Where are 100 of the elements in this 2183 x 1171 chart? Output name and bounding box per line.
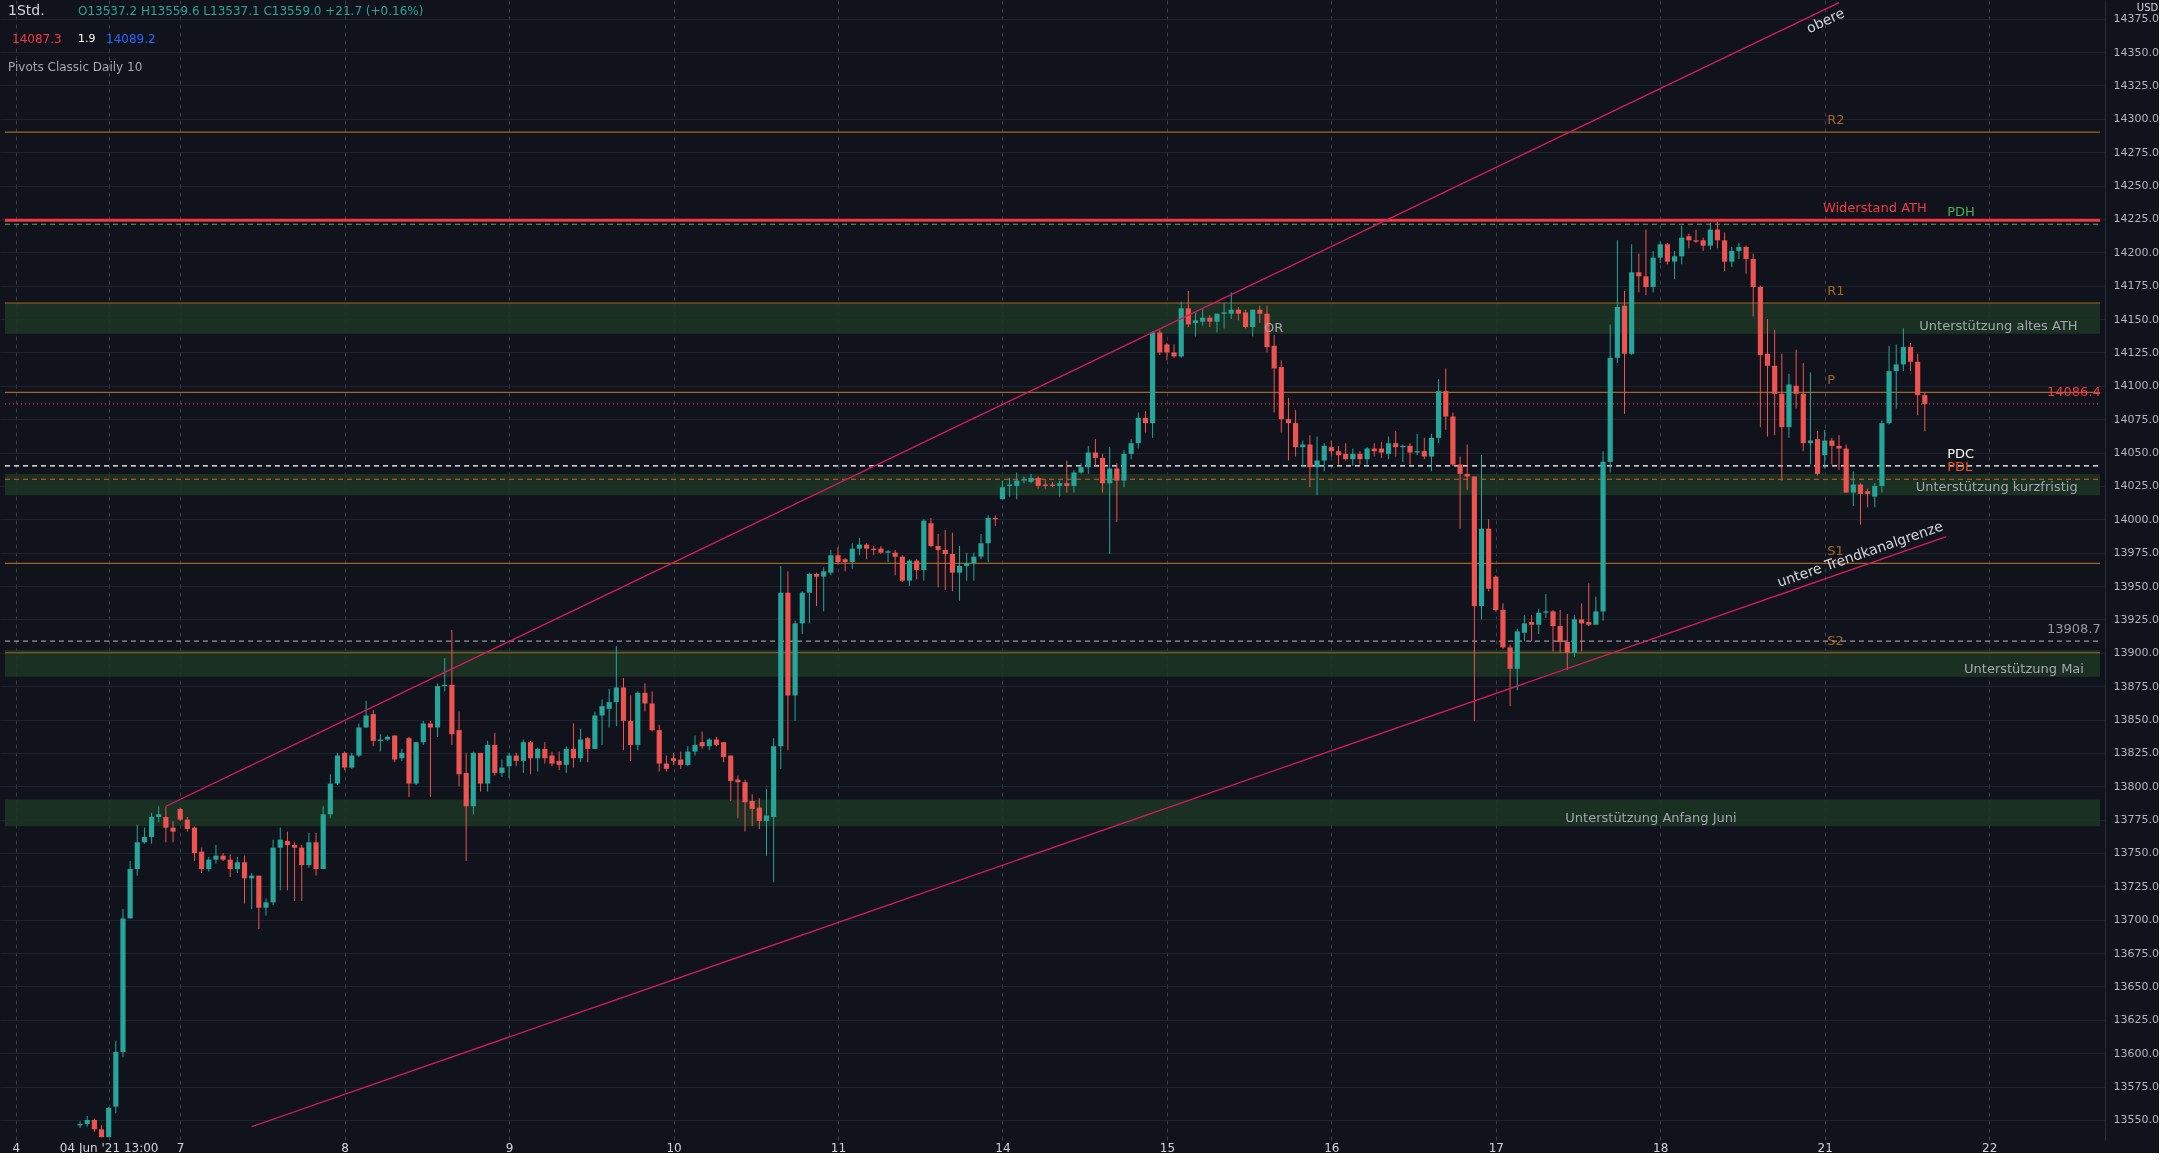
x-tick-label: 10 — [666, 1140, 682, 1155]
x-tick-label: 8 — [341, 1140, 349, 1155]
y-tick-label: 14150.0 — [2113, 312, 2159, 326]
candlestick — [742, 779, 748, 833]
y-tick-label: 13775.0 — [2113, 813, 2159, 827]
candlestick — [1064, 460, 1070, 494]
candlestick — [692, 735, 698, 757]
candlestick — [1543, 593, 1549, 619]
y-tick-label: 14375.0 — [2113, 12, 2159, 26]
candlestick — [1643, 229, 1649, 296]
candlestick — [263, 897, 269, 917]
candlestick — [964, 552, 970, 582]
candlestick — [842, 557, 848, 572]
candlestick — [241, 855, 248, 905]
y-tick-label: 13925.0 — [2113, 612, 2159, 626]
candlestick — [1421, 437, 1427, 460]
y-tick-label: 13950.0 — [2113, 579, 2159, 593]
candlestick — [1922, 391, 1928, 432]
candlestick — [520, 739, 526, 774]
ref-line-label: PDH — [1947, 204, 1975, 220]
y-tick-label: 14325.0 — [2113, 78, 2159, 92]
candlestick — [613, 645, 619, 727]
candlestick — [1736, 242, 1742, 260]
candlestick — [835, 546, 841, 566]
y-axis-title: USD — [2136, 1, 2159, 13]
candlestick — [906, 558, 913, 587]
y-tick-label: 13575.0 — [2113, 1080, 2159, 1094]
candlestick — [499, 759, 505, 778]
x-tick-label: 04 Jun '21 13:00 — [59, 1140, 159, 1155]
candlestick — [1257, 305, 1263, 324]
y-tick-label: 14000.0 — [2113, 512, 2159, 526]
candlestick — [1593, 596, 1599, 626]
candlestick — [1722, 231, 1728, 272]
candlestick — [427, 720, 434, 798]
x-tick-label: 22 — [1982, 1140, 1998, 1155]
candlestick — [813, 572, 820, 607]
ref-line-label: R2 — [1827, 112, 1845, 128]
y-tick-label: 13675.0 — [2113, 946, 2159, 960]
candlestick — [1657, 241, 1663, 264]
x-tick-label: 15 — [1159, 1140, 1176, 1155]
y-tick-label: 14200.0 — [2113, 245, 2159, 259]
candlestick — [599, 698, 605, 746]
x-tick-label: 17 — [1488, 1140, 1504, 1155]
y-tick-label: 14225.0 — [2113, 212, 2159, 226]
candlestick — [1428, 433, 1435, 472]
y-tick-label: 13600.0 — [2113, 1046, 2159, 1060]
candlestick — [1521, 614, 1527, 642]
candlestick — [1164, 342, 1170, 361]
candlestick — [1714, 221, 1721, 249]
candlestick — [828, 549, 834, 576]
candlestick — [1114, 462, 1120, 523]
x-tick-label: 7 — [176, 1140, 185, 1155]
candlestick — [1865, 488, 1871, 508]
candlestick — [1664, 242, 1670, 265]
candlestick — [956, 545, 963, 602]
candlestick — [1464, 444, 1470, 491]
candlestick — [563, 745, 569, 774]
ref-line-label: R1 — [1827, 283, 1845, 299]
band-label: Unterstützung altes ATH — [1919, 317, 2078, 333]
candlestick — [942, 529, 948, 591]
x-tick-label: 21 — [1817, 1140, 1833, 1155]
candlestick — [1686, 233, 1692, 249]
candlestick — [1536, 608, 1542, 635]
candlestick — [1528, 614, 1535, 642]
candlestick — [148, 812, 155, 845]
candlestick — [570, 723, 577, 769]
y-tick-label: 14100.0 — [2113, 379, 2159, 393]
y-tick-label: 13900.0 — [2113, 646, 2159, 660]
candlestick — [292, 841, 298, 902]
candlestick — [420, 720, 426, 746]
candlestick — [1393, 430, 1399, 458]
annotation: 1.9 — [78, 32, 96, 45]
y-tick-label: 13725.0 — [2113, 879, 2159, 893]
candlestick — [914, 558, 920, 580]
y-tick-label: 13875.0 — [2113, 679, 2159, 693]
candlestick — [1743, 245, 1749, 275]
candlestick — [1228, 291, 1234, 320]
candlestick — [1457, 456, 1463, 530]
candlestick — [1250, 309, 1256, 337]
candlestick — [1221, 302, 1227, 329]
annotation: O13537.2 H13559.6 L13537.1 C13559.0 +21.7 (+0.16%) — [78, 4, 424, 18]
candlestick — [1285, 397, 1292, 462]
annotation: 14087.3 — [12, 32, 62, 46]
candlestick — [1907, 342, 1914, 372]
candlestick — [1071, 469, 1077, 494]
x-tick-label: 9 — [505, 1140, 514, 1155]
candlestick — [299, 844, 305, 902]
candlestick — [1893, 343, 1899, 409]
candlestick — [1321, 442, 1327, 472]
candlestick — [1550, 609, 1556, 652]
ref-line-label: Widerstand ATH — [1822, 200, 1927, 216]
candlestick — [1028, 473, 1034, 484]
candlestick — [885, 549, 891, 563]
candlestick — [170, 820, 176, 843]
candlestick — [199, 847, 205, 874]
ref-line-label: S2 — [1827, 632, 1844, 648]
candlestick — [1192, 311, 1199, 337]
candlestick — [1557, 609, 1563, 654]
candlestick — [1671, 250, 1678, 280]
candlestick — [306, 832, 312, 869]
